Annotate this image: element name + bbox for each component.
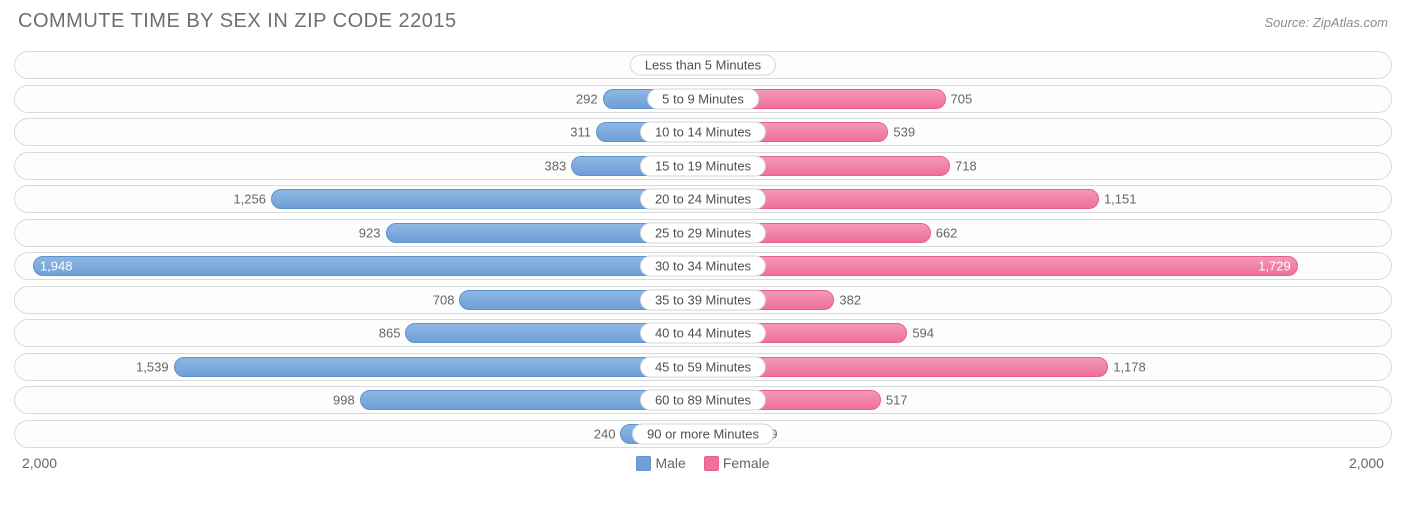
chart-source: Source: ZipAtlas.com [1264,15,1388,30]
female-value: 594 [906,326,934,341]
male-value: 240 [594,426,622,441]
female-value: 705 [945,91,973,106]
male-value: 383 [545,158,573,173]
male-value: 1,256 [233,192,272,207]
female-value: 517 [880,393,908,408]
female-value: 662 [930,225,958,240]
chart-row: 923 662 25 to 29 Minutes [14,219,1392,247]
male-value: 923 [359,225,387,240]
chart-row: 6534Less than 5 Minutes [14,51,1392,79]
female-swatch-icon [704,456,719,471]
legend-male: Male [636,455,685,471]
category-label: 45 to 59 Minutes [640,356,766,377]
category-label: 5 to 9 Minutes [647,88,759,109]
female-value: 1,729 [1258,259,1291,274]
legend-male-label: Male [655,455,685,471]
chart-row: 24013990 or more Minutes [14,420,1392,448]
chart-footer: 2,000 Male Female 2,000 [14,453,1392,471]
chart-header: COMMUTE TIME BY SEX IN ZIP CODE 22015 So… [14,10,1392,33]
male-value: 311 [570,125,597,140]
category-label: 35 to 39 Minutes [640,289,766,310]
category-label: 40 to 44 Minutes [640,323,766,344]
category-label: 20 to 24 Minutes [640,189,766,210]
chart-row: 1,256 1,151 20 to 24 Minutes [14,185,1392,213]
male-value: 1,539 [136,359,175,374]
chart-row: 998 517 60 to 89 Minutes [14,386,1392,414]
male-swatch-icon [636,456,651,471]
female-value: 539 [887,125,915,140]
axis-left-max: 2,000 [22,455,57,471]
male-bar: 1,256 [271,189,703,209]
category-label: 10 to 14 Minutes [640,122,766,143]
chart-row: 311 539 10 to 14 Minutes [14,118,1392,146]
legend: Male Female [636,455,769,471]
male-value: 1,948 [40,259,73,274]
category-label: Less than 5 Minutes [630,55,776,76]
male-value: 865 [379,326,407,341]
female-value: 1,178 [1107,359,1146,374]
legend-female: Female [704,455,770,471]
male-value: 292 [576,91,604,106]
chart-row: 383 718 15 to 19 Minutes [14,152,1392,180]
chart-row: 292 705 5 to 9 Minutes [14,85,1392,113]
category-label: 15 to 19 Minutes [640,155,766,176]
chart-title: COMMUTE TIME BY SEX IN ZIP CODE 22015 [18,10,457,33]
male-value: 708 [433,292,461,307]
diverging-bar-chart: 6534Less than 5 Minutes 292 705 5 to 9 Minu… [14,51,1392,448]
male-value: 998 [333,393,361,408]
female-value: 1,151 [1098,192,1137,207]
legend-female-label: Female [723,455,770,471]
chart-row: 1,539 1,178 45 to 59 Minutes [14,353,1392,381]
category-label: 25 to 29 Minutes [640,222,766,243]
female-bar: 1,729 [703,256,1298,276]
chart-row: 708 382 35 to 39 Minutes [14,286,1392,314]
category-label: 30 to 34 Minutes [640,256,766,277]
axis-right-max: 2,000 [1349,455,1384,471]
category-label: 90 or more Minutes [632,423,774,444]
male-bar: 1,539 [174,357,703,377]
category-label: 60 to 89 Minutes [640,390,766,411]
chart-row: 1,948 1,729 30 to 34 Minutes [14,252,1392,280]
male-bar: 1,948 [33,256,703,276]
female-value: 382 [833,292,861,307]
chart-row: 865 594 40 to 44 Minutes [14,319,1392,347]
female-value: 718 [949,158,977,173]
